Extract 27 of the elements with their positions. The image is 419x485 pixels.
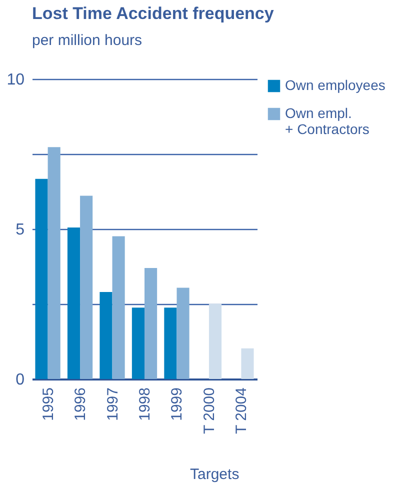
y-tick-label: 5 — [16, 222, 25, 238]
bar — [144, 268, 158, 379]
bar — [112, 236, 125, 379]
chart-title: Lost Time Accident frequency — [32, 4, 274, 23]
bar — [80, 196, 93, 379]
text: Targets — [190, 466, 240, 483]
bar — [208, 304, 222, 379]
bar — [100, 292, 112, 379]
x-tick-label: 1997 — [104, 388, 122, 421]
x-tick-label: 1999 — [168, 388, 186, 421]
bar — [241, 348, 254, 379]
x-tick-label: 1998 — [136, 388, 154, 421]
bar — [48, 147, 60, 379]
y-tick-label: 0 — [16, 372, 25, 388]
x-tick-label: 1995 — [40, 388, 57, 421]
legend-label: Own employees — [285, 77, 386, 93]
bar — [132, 308, 144, 379]
bar — [35, 178, 48, 379]
chart-subtitle: per million hours — [32, 32, 142, 49]
x-tick-label: T 2004 — [233, 388, 250, 434]
x-tick-label: 1996 — [72, 388, 90, 421]
bar — [67, 228, 80, 379]
y-tick-label: 10 — [6, 72, 25, 88]
legend-label: Own empl. + Contractors — [285, 105, 370, 137]
x-tick-label: T 2000 — [200, 388, 218, 434]
bar — [176, 288, 190, 379]
bar — [164, 308, 177, 379]
